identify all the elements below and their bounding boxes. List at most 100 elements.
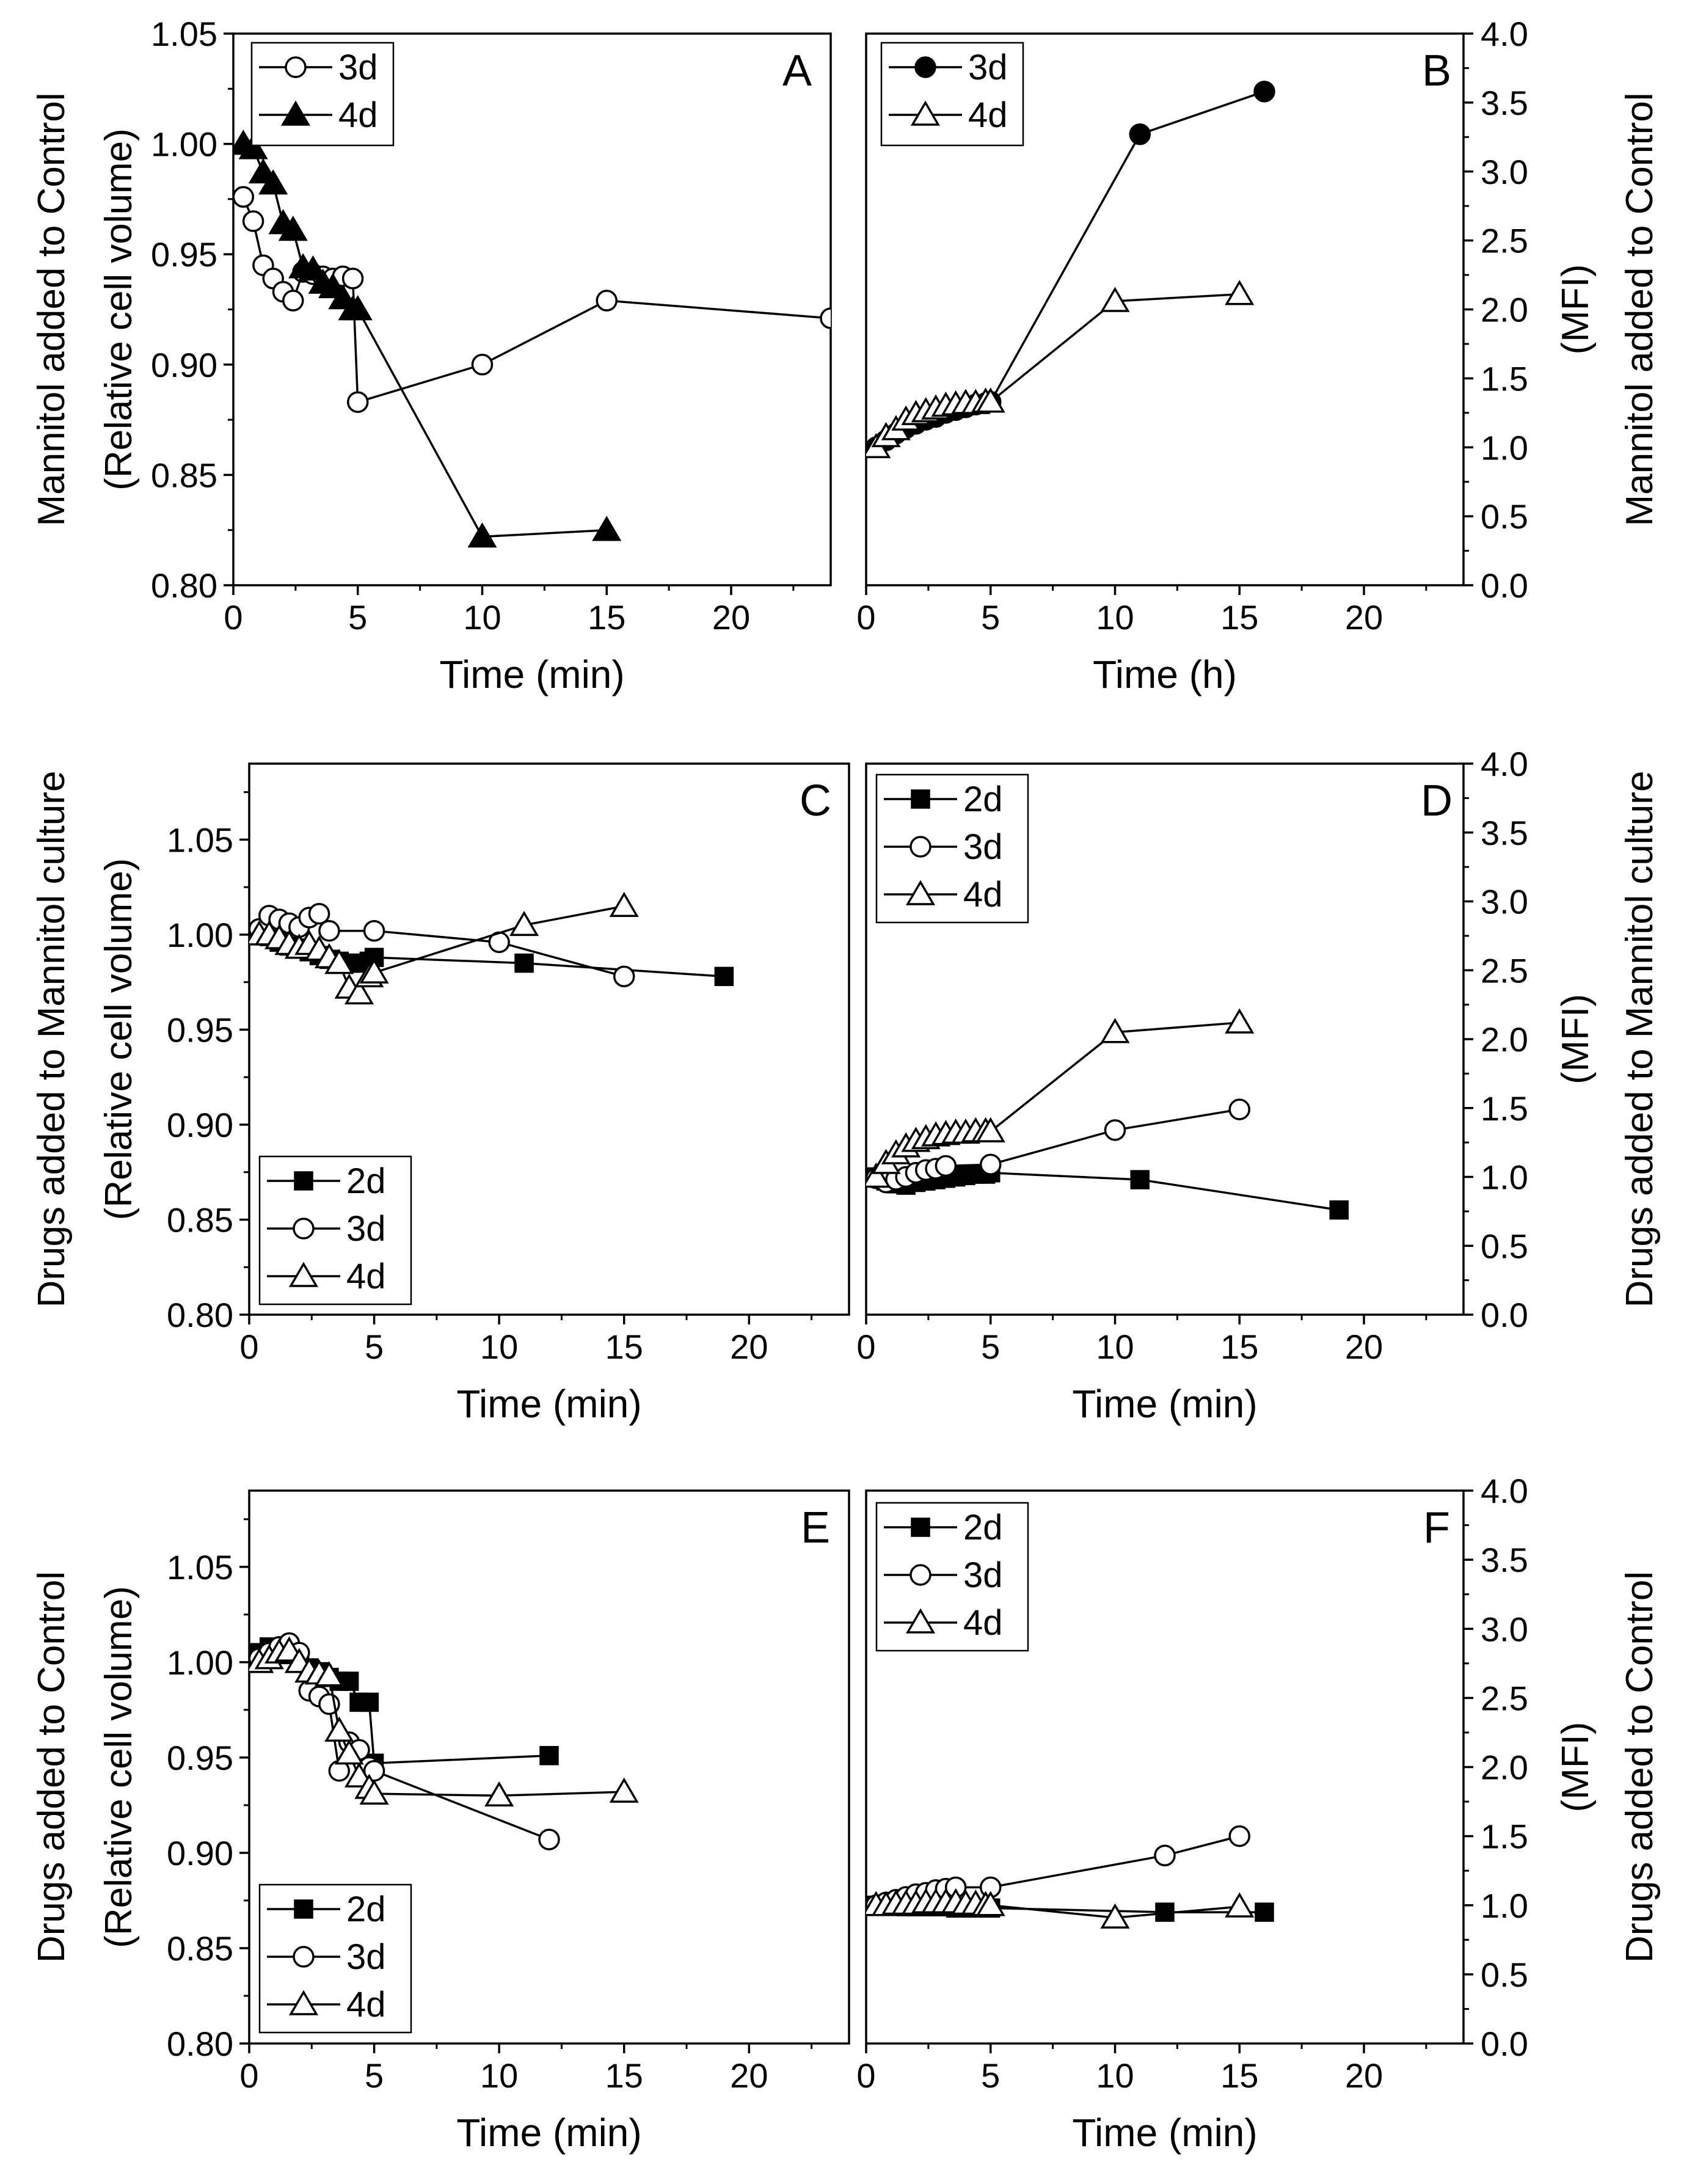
y-tick-label: 0.0 [1481, 2025, 1528, 2063]
legend-marker-2d [911, 789, 930, 809]
legend: 2d 3d 4d [258, 1883, 412, 2034]
legend-marker-4d [910, 100, 941, 126]
data-point-4d [975, 1117, 1005, 1142]
data-point-3d [347, 391, 369, 413]
y-tick-label: 1.00 [167, 1643, 233, 1682]
y-tick-label: 4.0 [1481, 1472, 1528, 1510]
y-tick-label: 0.0 [1481, 566, 1528, 605]
y-tick-label: 2.5 [1481, 951, 1528, 990]
x-tick-label: 15 [605, 2056, 643, 2095]
data-point-3d [308, 902, 330, 925]
data-point-4d [484, 1781, 514, 1807]
y-tick-label: 0.80 [167, 2025, 233, 2063]
x-tick-label: 20 [1345, 1328, 1383, 1366]
x-tick-label: 15 [1220, 1328, 1258, 1366]
x-axis-title: Time (h) [1093, 652, 1237, 696]
data-point-4d [1100, 287, 1130, 312]
x-tick-label: 20 [1345, 2056, 1383, 2095]
plot-frame [248, 1489, 850, 2045]
legend: 2d 3d 4d [875, 1502, 1029, 1652]
legend-marker-3d [909, 836, 931, 858]
x-tick-label: 10 [480, 2056, 518, 2095]
legend: 2d 3d 4d [875, 773, 1029, 924]
legend-label: 3d [968, 48, 1008, 87]
data-point-2d [514, 953, 534, 973]
y-tick-label: 0.5 [1481, 1227, 1528, 1265]
data-point-2d [1255, 1902, 1274, 1922]
panel-letter: C [800, 776, 831, 825]
y-axis-title-line: (Relative cell volume) [98, 858, 140, 1221]
legend-box [880, 42, 1024, 147]
data-point-3d [363, 919, 385, 942]
series-group [249, 891, 734, 1005]
x-tick-label: 20 [712, 598, 750, 637]
panel-c: 0 5 10 15 20 0.80 0.85 0.90 0.95 1.00 1.05 Time (mi… [31, 762, 850, 1426]
y-tick-label: 0.85 [151, 456, 217, 494]
legend-marker-4d [288, 1262, 319, 1287]
legend-label: 4d [346, 1985, 386, 2025]
y-tick-label: 0.5 [1481, 1956, 1528, 1994]
y-tick-label: 0.90 [167, 1106, 233, 1144]
legend-marker-3d [914, 56, 936, 78]
legend-label: 2d [346, 1890, 386, 1929]
x-tick-label: 10 [463, 598, 501, 637]
x-tick-label: 15 [1220, 598, 1258, 637]
y-tick-label: 0.90 [151, 346, 217, 384]
y-tick-label: 0.95 [151, 235, 217, 274]
data-point-4d [467, 522, 497, 548]
x-tick-label: 20 [730, 1328, 768, 1366]
y-tick-label: 3.0 [1481, 1610, 1528, 1648]
legend-label: 4d [963, 1603, 1003, 1643]
data-point-3d [1228, 1825, 1250, 1847]
y-axis-title-line: Mannitol added to Control [31, 92, 73, 526]
legend-box [875, 773, 1029, 924]
legend-marker-4d [280, 100, 311, 126]
data-point-4d [509, 910, 539, 937]
legend-label: 4d [968, 95, 1008, 135]
x-tick-label: 15 [588, 598, 625, 637]
legend-marker-4d [288, 1990, 319, 2015]
y-tick-label: 1.0 [1481, 428, 1528, 467]
x-tick-label: 20 [730, 2056, 768, 2095]
y-tick-label: 3.0 [1481, 153, 1528, 191]
data-point-4d [238, 134, 268, 159]
data-point-3d [820, 307, 831, 329]
legend-label: 2d [963, 1508, 1003, 1547]
y-axis-title-line: (MFI) [1555, 264, 1597, 354]
y-tick-label: 1.0 [1481, 1886, 1528, 1925]
data-point-4d [278, 215, 308, 241]
legend-box [258, 1883, 412, 2034]
data-point-4d [975, 387, 1005, 413]
legend-label: 3d [963, 827, 1003, 867]
y-tick-label: 3.0 [1481, 883, 1528, 921]
y-tick-label: 0.85 [167, 1200, 233, 1239]
plot-frame [248, 762, 850, 1316]
data-point-4d [975, 1891, 1005, 1916]
data-point-4d [334, 1739, 364, 1765]
x-tick-label: 10 [1096, 1328, 1134, 1366]
x-axis-title: Time (min) [456, 1382, 641, 1426]
x-axis-title: Time (min) [1072, 1382, 1257, 1426]
x-axis-title: Time (min) [1072, 2111, 1257, 2155]
legend-box [875, 1502, 1029, 1652]
legend-marker-3d [909, 1564, 931, 1586]
data-point-3d [471, 354, 494, 376]
legend-label: 3d [346, 1209, 386, 1249]
y-tick-label: 4.0 [1481, 745, 1528, 783]
y-axis-title-line: Drugs added to Mannitol culture [31, 771, 73, 1308]
data-point-3d [1253, 81, 1275, 103]
y-axis-title-line: (MFI) [1555, 1722, 1597, 1812]
legend-label: 2d [963, 780, 1003, 819]
legend-label: 2d [346, 1161, 386, 1201]
data-point-3d [935, 1155, 957, 1177]
x-tick-label: 5 [348, 598, 367, 637]
data-point-4d [298, 255, 328, 281]
legend: 2d 3d 4d [258, 1155, 412, 1306]
x-tick-label: 15 [605, 1328, 643, 1366]
legend-marker-2d [294, 1899, 313, 1919]
y-tick-label: 3.5 [1481, 814, 1528, 852]
data-point-3d [613, 965, 635, 988]
data-point-2d [714, 966, 734, 987]
panel-letter: B [1422, 46, 1451, 95]
